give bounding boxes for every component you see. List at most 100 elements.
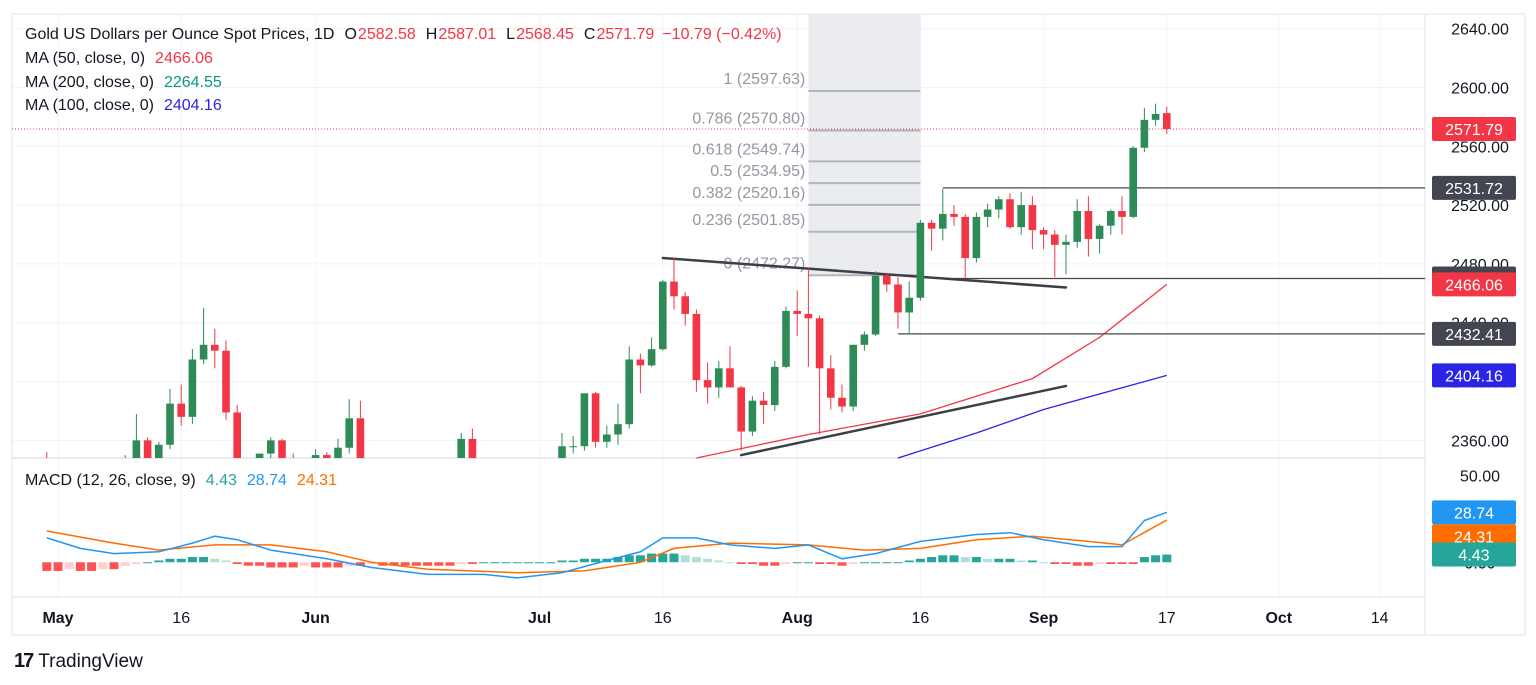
candle-body: [771, 366, 779, 406]
ma50-value: 2466.06: [155, 50, 213, 67]
fib-level-label: 0.618 (2549.74): [692, 141, 805, 158]
candle-body: [636, 359, 645, 366]
time-tick-label: Jul: [528, 610, 551, 627]
close-key: C: [583, 26, 596, 43]
macd-histogram-bar: [949, 555, 959, 563]
macd-histogram-bar: [53, 562, 63, 571]
candle-body: [1095, 225, 1104, 239]
candle-body: [591, 393, 600, 442]
macd-histogram-bar: [759, 562, 769, 566]
candle-body: [368, 512, 376, 537]
macd-histogram-bar: [277, 562, 287, 568]
ma200-value: 2264.55: [163, 74, 222, 91]
time-tick-label: 14: [1371, 610, 1389, 627]
candle-body: [1140, 119, 1149, 148]
symbol-title[interactable]: Gold US Dollars per Ounce Spot Prices, 1…: [25, 26, 335, 43]
macd-histogram-bar: [1106, 562, 1116, 564]
candle-body: [871, 275, 880, 335]
macd-histogram-bar: [803, 562, 813, 564]
candle-body: [983, 209, 992, 217]
fib-retracement[interactable]: 1 (2597.63) 0.786 (2570.80) 0.618 (2549.74…: [692, 14, 921, 277]
tradingview-name: TradingView: [38, 650, 143, 672]
candle-body: [88, 495, 96, 527]
macd-label: MACD (12, 26, close, 9): [25, 472, 196, 489]
candle-body: [390, 493, 398, 505]
candle-body: [1039, 230, 1048, 235]
tradingview-logo-icon: 17: [14, 650, 34, 672]
candle-body: [65, 499, 73, 525]
candle-body: [345, 418, 353, 448]
candle-body: [211, 344, 219, 351]
ma100-legend[interactable]: MA (100, close, 0) 2404.16: [25, 96, 226, 116]
macd-histogram-bar: [635, 555, 645, 563]
macd-histogram-bar: [1083, 562, 1093, 566]
candle-body: [379, 505, 387, 512]
time-tick-label: Aug: [782, 610, 813, 627]
time-tick-label: Sep: [1029, 610, 1059, 627]
macd-histogram-bar: [747, 562, 757, 564]
macd-histogram-bar: [591, 558, 601, 563]
candle-body: [278, 440, 286, 458]
macd-histogram-bar: [893, 562, 903, 564]
candle-body: [838, 397, 846, 407]
macd-tick-label: 50.00: [1460, 468, 1500, 485]
macd-legend[interactable]: MACD (12, 26, close, 9) 4.43 28.74 24.31: [25, 471, 341, 491]
macd-histogram-bar: [736, 562, 746, 564]
candle-body: [905, 297, 913, 313]
candle-body: [1129, 147, 1137, 217]
candle-body: [547, 483, 555, 484]
macd-label-box: [1432, 542, 1516, 567]
macd-histogram-bar: [143, 562, 153, 564]
macd-histogram-bar: [210, 558, 220, 563]
macd-histogram-bar: [848, 562, 858, 564]
candle-body: [1163, 113, 1171, 129]
high-value: 2587.01: [438, 26, 497, 43]
price-label-text: 2404.16: [1445, 368, 1503, 385]
macd-histogram-bar: [994, 558, 1004, 563]
price-label-box: [1432, 116, 1516, 141]
ma200-legend[interactable]: MA (200, close, 0) 2264.55: [25, 73, 226, 93]
candle-body: [143, 440, 152, 458]
macd-histogram-bar: [75, 562, 85, 571]
macd-histogram-bar: [624, 555, 634, 563]
ma50-legend[interactable]: MA (50, close, 0) 2466.06: [25, 49, 217, 69]
fib-level-label: 0.236 (2501.85): [692, 212, 805, 229]
price-label-text: 2531.72: [1445, 181, 1503, 198]
ma100-value: 2404.16: [163, 97, 222, 114]
macd-histogram-bar: [915, 558, 925, 563]
price-label-text: 2466.06: [1445, 277, 1503, 294]
macd-histogram-bar: [87, 562, 97, 571]
macd-histogram-bar: [859, 562, 869, 564]
price-label-box: [1432, 363, 1516, 388]
macd-histogram-bar: [479, 562, 489, 564]
price-tick-label: 2600.00: [1451, 81, 1509, 98]
macd-histogram-bar: [445, 562, 455, 566]
macd-histogram-bar: [1050, 562, 1060, 564]
candle-body: [715, 368, 723, 388]
macd-line-value: 28.74: [246, 472, 287, 489]
candle-body: [647, 349, 656, 366]
macd-histogram-bar: [423, 562, 433, 566]
macd-histogram-bar: [815, 562, 825, 564]
macd-histogram-bar: [658, 553, 668, 563]
drawings[interactable]: [12, 128, 1425, 457]
macd-histogram-bar: [221, 560, 231, 563]
macd-histogram-bar: [299, 562, 309, 566]
candle-body: [413, 482, 421, 523]
price-tick-label: 2520.00: [1451, 198, 1509, 215]
tradingview-brand[interactable]: 17 TradingView: [14, 650, 143, 673]
candle-body: [972, 216, 981, 259]
macd-histogram-bar: [971, 557, 981, 563]
time-tick-label: 17: [1158, 610, 1176, 627]
candle-body: [726, 368, 734, 388]
open-key: O: [344, 26, 357, 43]
candle-body: [737, 387, 745, 432]
macd-histogram-bar: [714, 560, 724, 563]
macd-label-box: [1432, 500, 1516, 525]
macd-histogram-bar: [232, 562, 242, 564]
candle-body: [435, 487, 443, 502]
macd-histogram-bar: [669, 553, 679, 563]
candle-body: [311, 455, 320, 458]
candlesticks: [46, 103, 1171, 537]
